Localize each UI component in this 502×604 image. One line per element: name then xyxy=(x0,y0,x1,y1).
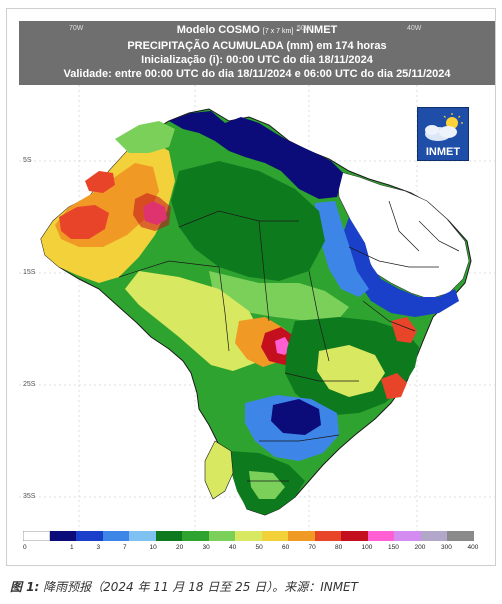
region-neighbor-south xyxy=(204,440,234,500)
inmet-logo: INMET xyxy=(417,107,469,161)
lat-label-35s: 35S xyxy=(23,493,36,500)
region-northeast-blue xyxy=(341,217,459,317)
region-north-coast-blue xyxy=(169,111,343,199)
legend-swatch xyxy=(49,531,76,541)
legend-swatch xyxy=(76,531,103,541)
legend-swatch xyxy=(261,531,288,541)
title-model-resolution: [7 x 7 km] xyxy=(262,28,294,35)
legend-swatch xyxy=(341,531,368,541)
region-central-darkgreen xyxy=(171,161,325,281)
title-model-source: - INMET xyxy=(293,24,338,36)
legend-swatch xyxy=(235,531,262,541)
legend-label: 100 xyxy=(361,544,373,551)
legend-label: 0 xyxy=(23,544,27,551)
legend-label: 40 xyxy=(229,544,237,551)
legend-swatch xyxy=(208,531,235,541)
legend-swatch xyxy=(420,531,447,541)
legend-label: 30 xyxy=(202,544,210,551)
legend-label: 60 xyxy=(282,544,290,551)
lon-label-40w: 40W xyxy=(407,25,422,32)
weather-cloud-sun-icon xyxy=(425,113,463,141)
legend-label: 300 xyxy=(441,544,452,551)
lon-label-70w: 70W xyxy=(69,25,84,32)
legend-color-bar xyxy=(23,531,474,541)
legend-swatch xyxy=(367,531,394,541)
region-northwest-red xyxy=(85,171,115,193)
region-north-green-band xyxy=(115,121,175,153)
figure-caption-text: 降雨预报（2024 年 11 月 18 日至 25 日）。来源：INMET xyxy=(39,580,358,594)
legend-label: 3 xyxy=(96,544,101,551)
legend-swatch xyxy=(182,531,209,541)
legend-labels: 0 1 3 7 10 20 30 40 50 60 70 80 100 150 200 300 400 xyxy=(23,544,493,554)
region-south-lightgreen xyxy=(249,471,285,499)
legend-label: 7 xyxy=(123,544,127,551)
region-southeast-red xyxy=(381,373,407,399)
precipitation-legend: 0 1 3 7 10 20 30 40 50 60 70 80 100 150 200 300 400 xyxy=(19,531,495,557)
legend-swatch xyxy=(447,531,474,541)
legend-swatch xyxy=(129,531,156,541)
map-canvas xyxy=(19,85,495,531)
legend-swatch xyxy=(155,531,182,541)
region-south-darkblue xyxy=(271,399,321,435)
precipitation-map: Modelo COSMO [7 x 7 km] - INMET PRECIPIT… xyxy=(19,21,495,557)
title-line-model: Modelo COSMO [7 x 7 km] - INMET xyxy=(19,21,495,39)
lat-label-5s: 5S xyxy=(23,157,32,164)
figure-caption: 图 1: 降雨预报（2024 年 11 月 18 日至 25 日）。来源：INM… xyxy=(10,578,358,595)
legend-swatch xyxy=(314,531,341,541)
legend-label: 20 xyxy=(176,544,184,551)
legend-label: 10 xyxy=(149,544,157,551)
title-model-name: Modelo COSMO xyxy=(176,24,260,36)
title-line-validity: Validade: entre 00:00 UTC do dia 18/11/2… xyxy=(63,68,451,80)
region-southeast-yellow xyxy=(317,345,385,397)
legend-swatch xyxy=(394,531,421,541)
legend-label: 1 xyxy=(70,544,74,551)
lat-label-25s: 25S xyxy=(23,381,36,388)
region-east-red xyxy=(391,317,417,343)
legend-label: 150 xyxy=(388,544,399,551)
legend-swatch xyxy=(23,531,50,541)
legend-label: 200 xyxy=(414,544,426,551)
inmet-logo-text: INMET xyxy=(425,146,461,158)
region-light-blue-band xyxy=(315,201,369,297)
legend-label: 50 xyxy=(255,544,263,551)
legend-label: 400 xyxy=(467,544,479,551)
title-line-init: Inicialização (i): 00:00 UTC do dia 18/1… xyxy=(141,54,373,66)
legend-swatch xyxy=(288,531,315,541)
map-title-bar: Modelo COSMO [7 x 7 km] - INMET PRECIPIT… xyxy=(19,21,495,85)
figure-caption-label: 图 1: xyxy=(10,580,40,594)
lat-label-15s: 15S xyxy=(23,269,36,276)
figure-frame: Modelo COSMO [7 x 7 km] - INMET PRECIPIT… xyxy=(6,8,496,566)
region-amazon-red xyxy=(133,193,171,231)
region-west-red xyxy=(59,205,109,239)
legend-swatch xyxy=(102,531,129,541)
legend-label: 70 xyxy=(308,544,316,551)
legend-label: 80 xyxy=(335,544,343,551)
title-line-variable: PRECIPITAÇÃO ACUMULADA (mm) em 174 horas xyxy=(127,40,387,52)
state-borders xyxy=(118,200,460,482)
lon-label-50w: 50W xyxy=(297,25,312,32)
